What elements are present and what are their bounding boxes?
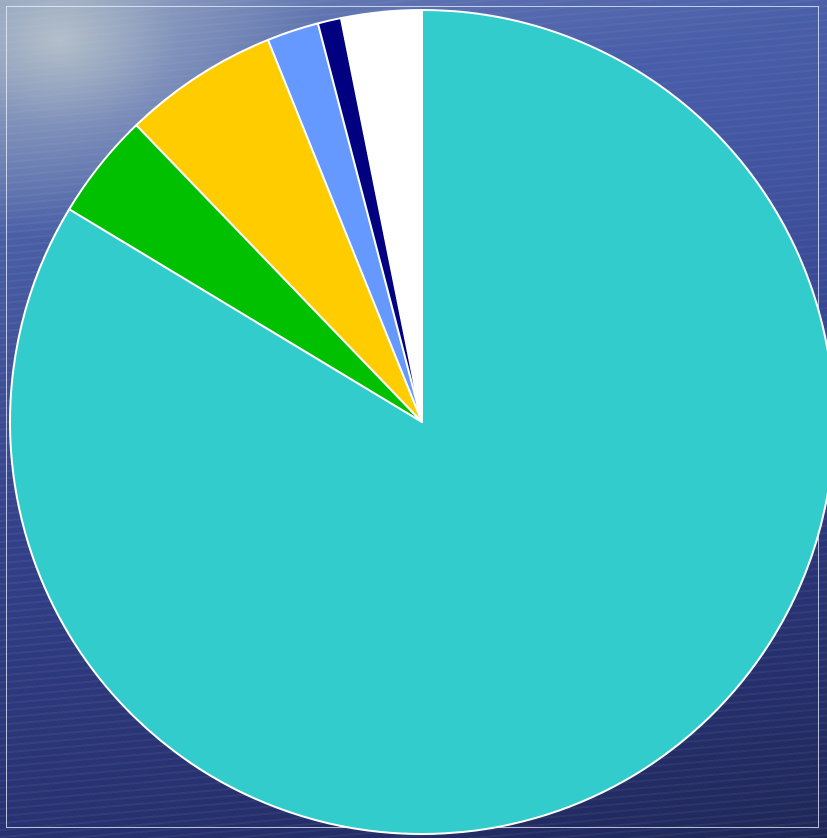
pie-slice-3 [135, 38, 423, 423]
pie-slice-6 [339, 9, 423, 423]
pie-slice-1 [9, 9, 827, 835]
pie-slices [9, 9, 827, 835]
